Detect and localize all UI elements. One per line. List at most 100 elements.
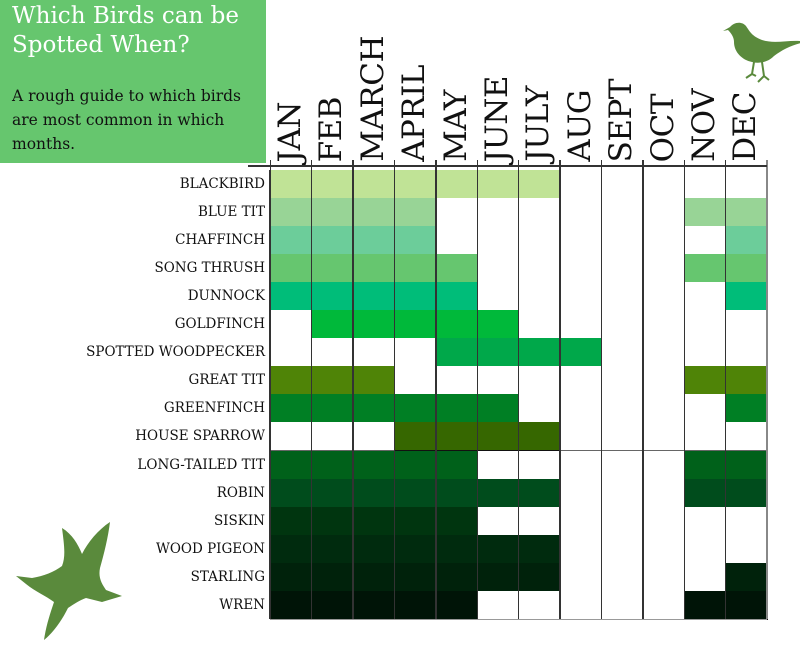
heatmap-cell-empty xyxy=(725,170,768,200)
month-label: AUG xyxy=(561,90,598,162)
heatmap-cell-empty xyxy=(601,254,644,284)
month-label: JUNE xyxy=(479,75,515,162)
heatmap-cell-filled xyxy=(725,478,768,508)
bird-label: SPOTTED WOODPECKER xyxy=(86,344,265,361)
heatmap-cell-filled xyxy=(435,254,478,284)
month-label: MARCH xyxy=(354,36,391,162)
heatmap-cell-filled xyxy=(518,338,561,368)
heatmap-cell-filled xyxy=(352,198,396,228)
heatmap-cell-filled xyxy=(394,562,437,592)
heatmap-cell-filled xyxy=(352,310,396,340)
heatmap-cell-empty xyxy=(684,282,727,312)
heatmap-cell-empty xyxy=(270,338,313,368)
heatmap-cell-empty xyxy=(270,422,313,452)
grid-line-vertical xyxy=(559,160,561,619)
heatmap-cell-empty xyxy=(559,170,603,200)
heatmap-cell-empty xyxy=(518,394,561,424)
heatmap-cell-empty xyxy=(352,338,396,368)
heatmap-cell-filled xyxy=(311,562,354,592)
month-label: JAN xyxy=(272,101,308,162)
heatmap-cell-filled xyxy=(435,422,478,452)
heatmap-cell-empty xyxy=(725,422,768,452)
heatmap-cell-filled xyxy=(270,282,313,312)
heatmap-cell-filled xyxy=(270,198,313,228)
heatmap-cell-filled xyxy=(352,590,396,620)
heatmap-cell-empty xyxy=(601,450,644,480)
heatmap-cell-empty xyxy=(601,562,644,592)
heatmap-cell-empty xyxy=(601,478,644,508)
bird-label: GREENFINCH xyxy=(163,400,265,417)
heatmap-cell-empty xyxy=(518,226,561,256)
heatmap-cell-filled xyxy=(394,310,437,340)
heatmap-cell-empty xyxy=(518,198,561,228)
grid-line-vertical xyxy=(724,160,727,619)
heatmap-cell-empty xyxy=(684,394,727,424)
heatmap-cell-empty xyxy=(394,366,437,396)
heatmap-cell-filled xyxy=(270,394,313,424)
heatmap-cell-empty xyxy=(601,506,644,536)
heatmap-cell-filled xyxy=(518,478,561,508)
heatmap-cell-filled xyxy=(394,254,437,284)
grid-line-vertical xyxy=(435,160,437,619)
heatmap-cell-filled xyxy=(352,534,396,564)
heatmap-cell-filled xyxy=(311,394,354,424)
heatmap-cell-filled xyxy=(352,282,396,312)
heatmap-cell-empty xyxy=(477,282,520,312)
page-title: Which Birds can be Spotted When? xyxy=(12,3,239,58)
heatmap-cell-filled xyxy=(270,534,313,564)
heatmap-cell-filled xyxy=(477,394,520,424)
month-label: DEC xyxy=(727,92,764,162)
bird-label: WOOD PIGEON xyxy=(155,540,265,557)
heatmap-cell-filled xyxy=(394,450,437,480)
bird-label: SONG THRUSH xyxy=(154,260,265,277)
heatmap-cell-empty xyxy=(435,198,478,228)
heatmap-cell-filled xyxy=(518,170,561,200)
heatmap-cell-filled xyxy=(352,506,396,536)
heatmap-cell-empty xyxy=(642,394,685,424)
heatmap-cell-filled xyxy=(394,590,437,620)
heatmap-cell-empty xyxy=(559,198,603,228)
heatmap-cell-filled xyxy=(394,226,437,256)
heatmap-cell-filled xyxy=(684,254,727,284)
month-label: MAY xyxy=(437,90,474,162)
bird-label: DUNNOCK xyxy=(187,288,265,305)
heatmap-cell-empty xyxy=(559,478,603,508)
heatmap-cell-empty xyxy=(518,282,561,312)
heatmap-cell-filled xyxy=(435,478,478,508)
heatmap-cell-filled xyxy=(352,562,396,592)
bird-label: GOLDFINCH xyxy=(174,316,265,333)
heatmap-cell-filled xyxy=(311,282,354,312)
heatmap-cell-empty xyxy=(642,198,685,228)
bird-label: GREAT TIT xyxy=(188,372,265,389)
robin-silhouette-icon xyxy=(723,22,800,83)
heatmap-cell-empty xyxy=(559,562,603,592)
heatmap-cell-empty xyxy=(559,394,603,424)
heatmap-cell-filled xyxy=(311,254,354,284)
heatmap-cell-empty xyxy=(559,450,603,480)
heatmap-cell-filled xyxy=(684,590,727,620)
heatmap-cell-filled xyxy=(352,394,396,424)
heatmap-cell-filled xyxy=(394,198,437,228)
heatmap-cell-filled xyxy=(477,170,520,200)
grid-line-vertical xyxy=(352,160,354,619)
grid-line-vertical xyxy=(600,160,603,619)
heatmap-cell-filled xyxy=(311,170,354,200)
grid-line-vertical xyxy=(683,160,685,619)
heatmap-cell-filled xyxy=(394,394,437,424)
month-label: FEB xyxy=(313,96,350,162)
heatmap-cell-empty xyxy=(601,394,644,424)
heatmap-cell-empty xyxy=(559,254,603,284)
heatmap-cell-filled xyxy=(477,422,520,452)
heatmap-cell-filled xyxy=(270,562,313,592)
heatmap-cell-filled xyxy=(394,534,437,564)
heatmap-cell-filled xyxy=(435,534,478,564)
heatmap-cell-filled xyxy=(518,562,561,592)
heatmap-cell-filled xyxy=(684,478,727,508)
heatmap-cell-empty xyxy=(642,226,685,256)
heatmap-cell-filled xyxy=(435,562,478,592)
heatmap-cell-empty xyxy=(684,506,727,536)
heatmap-cell-empty xyxy=(601,422,644,452)
heatmap-cell-empty xyxy=(684,422,727,452)
grid-line-left xyxy=(269,170,271,619)
heatmap-cell-empty xyxy=(559,590,603,620)
